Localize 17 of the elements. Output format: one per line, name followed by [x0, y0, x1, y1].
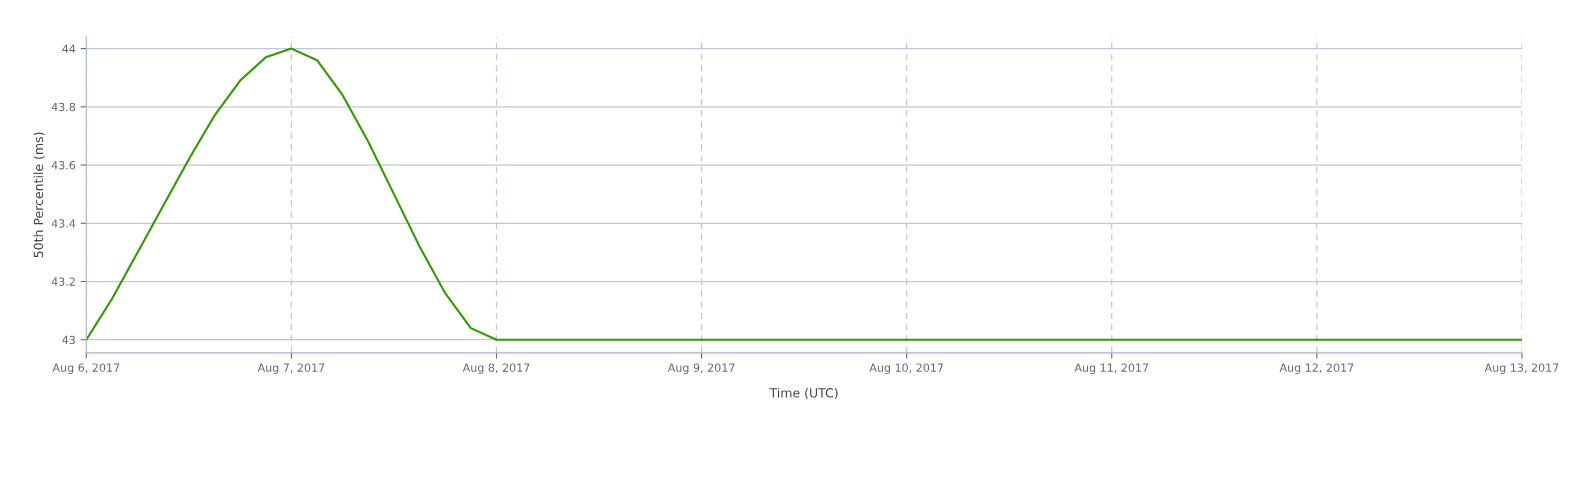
y-tick-label: 43.8 — [51, 102, 76, 112]
y-tick-label: 44 — [62, 44, 76, 53]
x-axis-title: Time (UTC) — [769, 387, 838, 400]
x-tick-label: Aug 13, 2017 — [1484, 363, 1559, 375]
y-tick-label: 43.6 — [51, 161, 76, 170]
x-tick-label: Aug 8, 2017 — [462, 363, 530, 375]
y-axis-title: 50th Percentile (ms) — [33, 132, 45, 258]
y-tick-label: 43.2 — [51, 277, 75, 286]
x-tick-label: Aug 10, 2017 — [869, 363, 944, 375]
x-tick-label: Aug 11, 2017 — [1074, 363, 1149, 375]
y-tick-label: 43.4 — [51, 219, 76, 228]
x-tick-label: Aug 12, 2017 — [1279, 363, 1354, 375]
x-tick-label: Aug 7, 2017 — [257, 363, 325, 375]
y-tick-label: 43 — [62, 335, 75, 345]
x-tick-label: Aug 6, 2017 — [52, 363, 120, 375]
line-series — [86, 47, 1522, 341]
x-tick-label: Aug 9, 2017 — [667, 363, 735, 375]
